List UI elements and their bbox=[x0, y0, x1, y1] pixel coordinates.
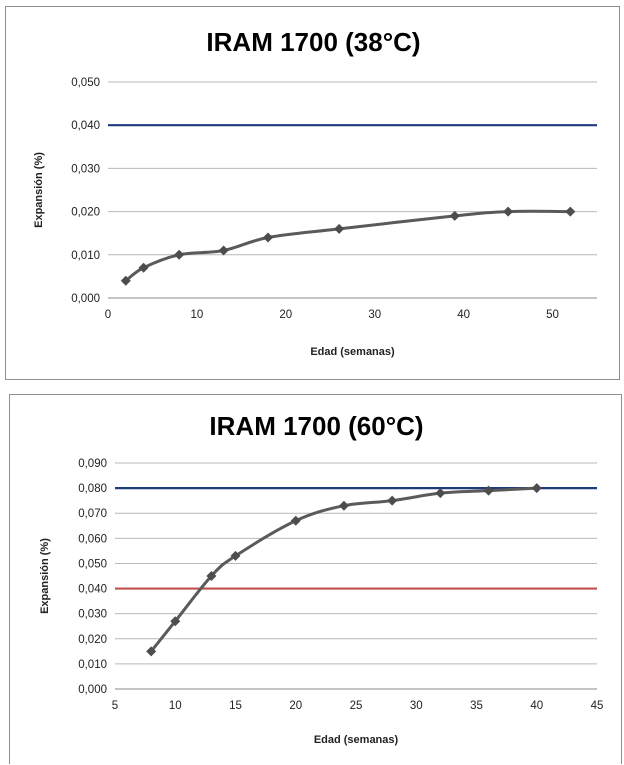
x-tick-label: 0 bbox=[105, 309, 111, 321]
data-point-marker bbox=[483, 485, 494, 496]
data-point-marker bbox=[146, 646, 157, 657]
x-tick-label: 20 bbox=[279, 309, 292, 321]
data-point-marker bbox=[565, 206, 576, 217]
data-point-marker bbox=[174, 249, 185, 260]
data-point-marker bbox=[218, 245, 229, 256]
chart-38c: IRAM 1700 (38°C) 0,000 0,010 0,020 0,030 0,04… bbox=[33, 27, 597, 358]
x-tick-label: 30 bbox=[368, 309, 381, 321]
y-axis-title: Expansión (%) bbox=[33, 152, 45, 228]
y-tick-label: 0,040 bbox=[78, 584, 107, 596]
chart-title: IRAM 1700 (60°C) bbox=[209, 411, 423, 441]
y-tick-label: 0,000 bbox=[78, 684, 107, 696]
data-point-marker bbox=[531, 483, 542, 494]
x-tick-label: 40 bbox=[530, 700, 543, 712]
x-tick-label: 50 bbox=[546, 309, 559, 321]
data-point-marker bbox=[170, 616, 181, 627]
data-point-marker bbox=[263, 232, 274, 243]
y-tick-label: 0,020 bbox=[78, 634, 107, 646]
data-point-marker bbox=[206, 571, 217, 581]
data-point-marker bbox=[387, 495, 398, 506]
y-tick-label: 0,050 bbox=[71, 77, 100, 89]
data-point-marker bbox=[230, 550, 241, 561]
x-axis-title: Edad (semanas) bbox=[314, 734, 399, 746]
data-point-marker bbox=[503, 206, 514, 217]
data-point-marker bbox=[120, 275, 131, 286]
chart-38c-panel: IRAM 1700 (38°C) 0,000 0,010 0,020 0,030 0,04… bbox=[5, 6, 620, 380]
x-tick-label: 40 bbox=[457, 309, 470, 321]
data-point-marker bbox=[435, 488, 446, 499]
data-point-marker bbox=[290, 515, 301, 526]
y-tick-label: 0,020 bbox=[71, 207, 100, 219]
y-tick-label: 0,010 bbox=[78, 659, 107, 671]
x-tick-label: 30 bbox=[410, 700, 423, 712]
chart-title: IRAM 1700 (38°C) bbox=[206, 27, 420, 57]
y-axis-title: Expansión (%) bbox=[39, 538, 51, 614]
y-tick-label: 0,010 bbox=[71, 250, 100, 262]
data-point-marker bbox=[338, 500, 349, 511]
chart-60c: IRAM 1700 (60°C) 0,000 0,010 0,020 0,030 0,04… bbox=[39, 411, 604, 746]
x-tick-label: 20 bbox=[289, 700, 302, 712]
series-line bbox=[149, 486, 539, 653]
x-tick-label: 25 bbox=[350, 700, 363, 712]
y-tick-label: 0,000 bbox=[71, 293, 100, 305]
chart-60c-panel: IRAM 1700 (60°C) 0,000 0,010 0,020 0,030 0,04… bbox=[9, 394, 622, 764]
data-point-marker bbox=[138, 262, 149, 273]
y-tick-label: 0,030 bbox=[78, 609, 107, 621]
data-point-marker bbox=[449, 210, 460, 221]
x-tick-label: 45 bbox=[591, 700, 604, 712]
y-tick-label: 0,080 bbox=[78, 483, 107, 495]
y-tick-label: 0,090 bbox=[78, 458, 107, 470]
x-tick-label: 15 bbox=[229, 700, 242, 712]
y-tick-label: 0,060 bbox=[78, 533, 107, 545]
data-point-marker bbox=[334, 223, 345, 234]
x-tick-label: 10 bbox=[191, 309, 204, 321]
y-tick-label: 0,070 bbox=[78, 508, 107, 520]
x-tick-label: 10 bbox=[169, 700, 182, 712]
x-axis-title: Edad (semanas) bbox=[310, 346, 395, 358]
y-tick-label: 0,040 bbox=[71, 120, 100, 132]
x-tick-label: 5 bbox=[112, 700, 118, 712]
y-tick-label: 0,050 bbox=[78, 558, 107, 570]
x-tick-label: 35 bbox=[470, 700, 483, 712]
y-tick-label: 0,030 bbox=[71, 163, 100, 175]
series-line bbox=[124, 209, 572, 283]
